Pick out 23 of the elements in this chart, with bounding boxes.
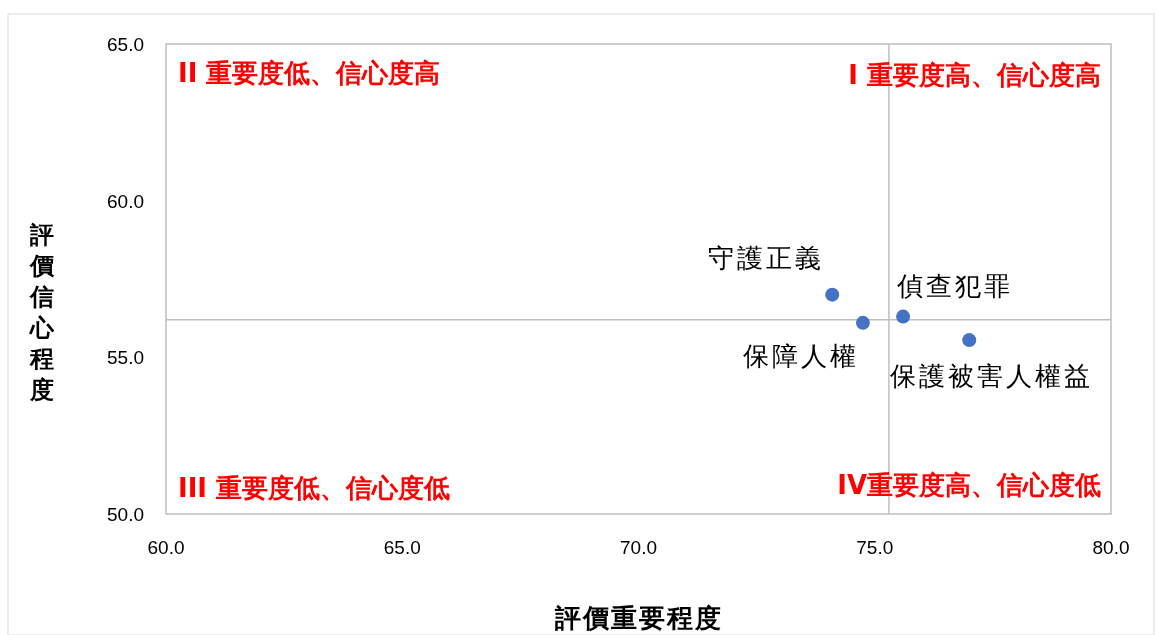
annotation: I 重要度高、信心度高 <box>848 60 1101 90</box>
x-tick-label: 60.0 <box>147 537 185 558</box>
y-tick-label: 55.0 <box>107 347 144 369</box>
x-tick-label: 70.0 <box>620 537 657 558</box>
annotation: III 重要度低、信心度低 <box>178 473 451 503</box>
y-axis-title: 評價信心程度 <box>29 220 55 404</box>
x-tick-label: 75.0 <box>856 537 894 558</box>
y-tick-label: 65.0 <box>107 34 144 55</box>
point <box>962 333 977 348</box>
x-tick-label: 65.0 <box>383 537 421 558</box>
series-label: 保護被害人權益 <box>889 361 1093 392</box>
series-label: 守護正義 <box>708 242 825 273</box>
y-tick-label: 50.0 <box>107 504 144 525</box>
x-axis-title: 評價重要程度 <box>553 603 723 633</box>
point <box>825 287 840 302</box>
point <box>896 309 911 324</box>
annotation: IV重要度高、信心度低 <box>837 470 1101 500</box>
point <box>855 315 870 330</box>
x-tick-label: 80.0 <box>1092 537 1130 558</box>
series-label: 偵查犯罪 <box>896 270 1014 301</box>
series-label: 保障人權 <box>742 340 859 371</box>
annotation: II 重要度低、信心度高 <box>178 58 441 88</box>
y-tick-label: 60.0 <box>107 190 144 212</box>
